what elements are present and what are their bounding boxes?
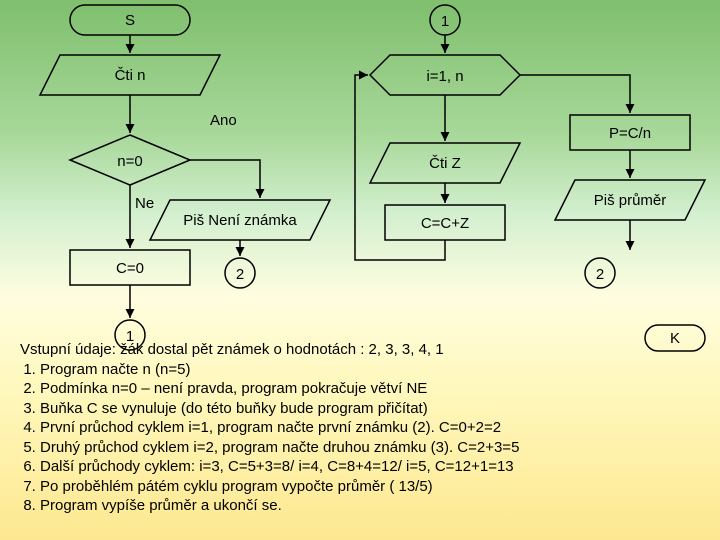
decision-n0-label: n=0	[117, 153, 142, 170]
connector-2a-label: 2	[236, 266, 244, 283]
explanation-block: Vstupní údaje: žák dostal pět známek o h…	[20, 340, 519, 516]
edge	[190, 160, 260, 198]
explanation-item: Další průchody cyklem: i=3, C=5+3=8/ i=4…	[40, 457, 519, 477]
read-z-label: Čti Z	[429, 155, 461, 172]
connector-1b-label: 1	[441, 13, 449, 30]
pcn-label: P=C/n	[609, 125, 651, 142]
explanation-item: Program načte n (n=5)	[40, 360, 519, 380]
ne-label: Ne	[135, 195, 154, 212]
print-avg-label: Piš průměr	[594, 192, 667, 209]
loop-label: i=1, n	[426, 68, 463, 85]
explanation-title: Vstupní údaje: žák dostal pět známek o h…	[20, 340, 519, 360]
end-label: K	[670, 330, 680, 347]
start-label: S	[125, 12, 135, 29]
explanation-list: Program načte n (n=5) Podmínka n=0 – nen…	[40, 360, 519, 516]
c0-label: C=0	[116, 260, 144, 277]
edge	[520, 75, 630, 113]
connector-2b-label: 2	[596, 266, 604, 283]
read-n-label: Čti n	[115, 67, 146, 84]
explanation-item: Druhý průchod cyklem i=2, program načte …	[40, 438, 519, 458]
explanation-item: Po proběhlém pátém cyklu program vypočte…	[40, 477, 519, 497]
print-no-grade-label: Piš Není známka	[183, 212, 297, 229]
explanation-item: První průchod cyklem i=1, program načte …	[40, 418, 519, 438]
explanation-item: Podmínka n=0 – není pravda, program pokr…	[40, 379, 519, 399]
ano-label: Ano	[210, 112, 237, 129]
explanation-item: Buňka C se vynuluje (do této buňky bude …	[40, 399, 519, 419]
explanation-item: Program vypíše průměr a ukončí se.	[40, 496, 519, 516]
ccz-label: C=C+Z	[421, 215, 469, 232]
